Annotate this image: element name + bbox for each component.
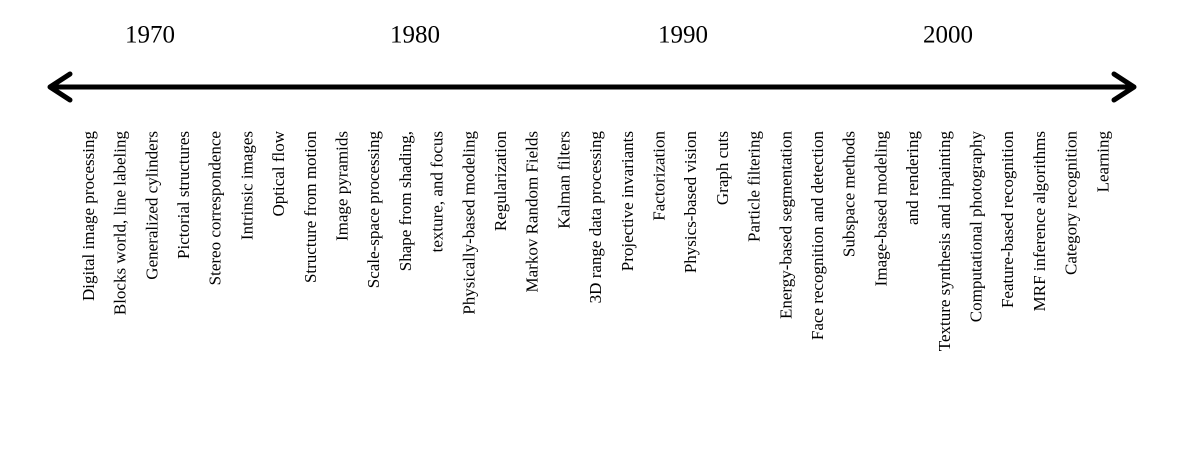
topic-label: texture, and focus xyxy=(428,131,447,252)
topic-label: and rendering xyxy=(903,131,922,225)
decade-label: 2000 xyxy=(923,22,973,49)
topic-label: Regularization xyxy=(491,131,510,232)
topic-label: Blocks world, line labeling xyxy=(111,131,130,316)
topic-label: Projective invariants xyxy=(618,131,637,271)
topic-label: Category recognition xyxy=(1062,131,1081,275)
decade-label: 1970 xyxy=(125,22,175,49)
topic-label: Physics-based vision xyxy=(681,131,700,274)
topic-label: Energy-based segmentation xyxy=(776,131,795,320)
topic-label: Shape from shading, xyxy=(396,131,415,271)
topic-label: Intrinsic images xyxy=(237,131,256,240)
topic-label: 3D range data processing xyxy=(586,131,605,304)
topic-label: Scale-space processing xyxy=(364,131,383,289)
topic-label: Pictorial structures xyxy=(174,131,193,259)
topic-label: Image pyramids xyxy=(333,131,352,241)
topic-label: Image-based modeling xyxy=(871,131,890,287)
topic-label: Markov Random Fields xyxy=(523,131,542,293)
topic-label: Texture synthesis and inpainting xyxy=(935,131,954,352)
topic-label: Structure from motion xyxy=(301,131,320,284)
topic-label: Subspace methods xyxy=(840,131,859,257)
decade-label: 1990 xyxy=(658,22,708,49)
topic-label: Feature-based recognition xyxy=(998,131,1017,309)
topic-label: Particle filtering xyxy=(745,131,764,242)
topic-label: Physically-based modeling xyxy=(459,131,478,315)
topic-label: Factorization xyxy=(650,131,669,221)
topic-label: MRF inference algorithms xyxy=(1030,131,1049,311)
topic-label: Optical flow xyxy=(269,130,288,216)
topic-label: Learning xyxy=(1093,131,1112,193)
topic-label: Stereo correspondence xyxy=(206,131,225,285)
topic-label: Computational photography xyxy=(967,131,986,323)
timeline-arrow xyxy=(47,71,1137,103)
topic-label: Face recognition and detection xyxy=(808,131,827,341)
decade-label: 1980 xyxy=(390,22,440,49)
topic-label: Graph cuts xyxy=(713,131,732,205)
topic-label: Digital image processing xyxy=(79,131,98,301)
topic-label: Generalized cylinders xyxy=(142,131,161,280)
topic-label: Kalman filters xyxy=(554,131,573,229)
